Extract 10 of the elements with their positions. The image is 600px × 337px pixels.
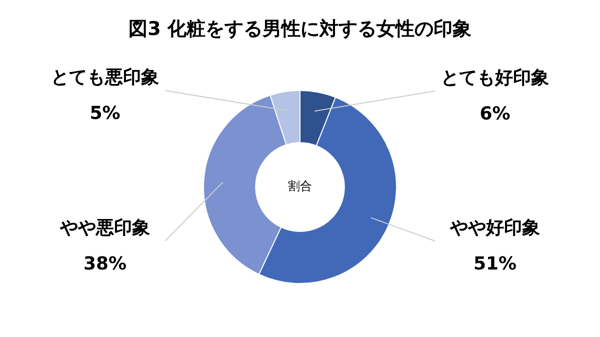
data-label: 5% <box>90 103 120 124</box>
data-label: 38% <box>83 254 127 275</box>
slice-label: やや好印象 <box>449 218 540 239</box>
slice-label: とても好印象 <box>441 68 549 89</box>
slice-label: とても悪印象 <box>51 67 159 88</box>
data-label: 51% <box>473 254 517 275</box>
slice-label: やや悪印象 <box>59 218 150 239</box>
text: 割合 <box>288 179 312 194</box>
data-label: 6% <box>480 104 510 125</box>
chart-title: 図3 化粧をする男性に対する女性の印象 <box>128 18 472 40</box>
